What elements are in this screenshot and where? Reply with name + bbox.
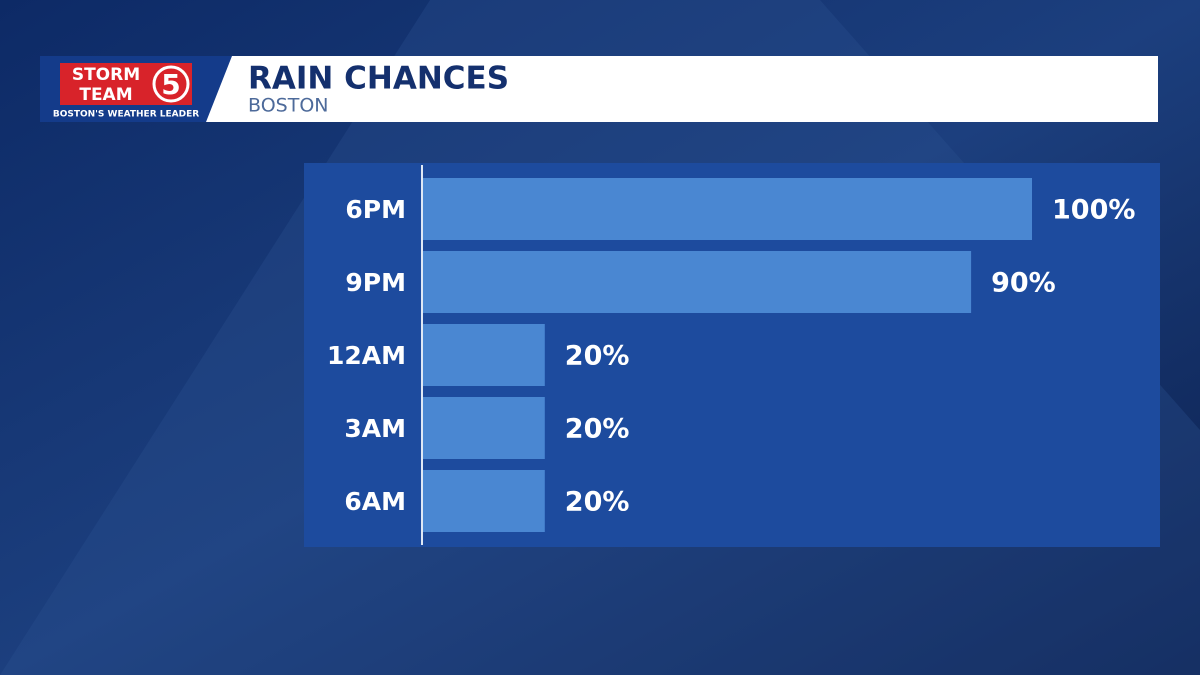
chart-title: RAIN CHANCES — [248, 61, 509, 97]
category-label: 9PM — [345, 268, 406, 297]
plot: 6PM 100% 9PM 90% 12AM 20% 3AM 20% 6AM 20% — [327, 178, 1135, 532]
value-label: 100% — [1052, 195, 1135, 226]
chart-subtitle: BOSTON — [248, 95, 329, 117]
value-label: 20% — [565, 487, 630, 518]
logo-line1: STORM — [72, 65, 140, 85]
logo-circle — [152, 65, 190, 103]
bar — [423, 251, 972, 313]
value-label: 90% — [991, 268, 1056, 299]
value-label: 20% — [565, 414, 630, 445]
logo-red — [60, 63, 192, 105]
category-label: 6PM — [345, 195, 406, 224]
bar — [423, 178, 1032, 240]
bar — [423, 470, 545, 532]
category-label: 6AM — [344, 487, 406, 516]
logo-line2: TEAM — [79, 85, 132, 105]
bar — [423, 324, 545, 386]
logo-tagline: BOSTON'S WEATHER LEADER — [53, 110, 199, 120]
value-label: 20% — [565, 341, 630, 372]
category-label: 3AM — [344, 414, 406, 443]
bar — [423, 397, 545, 459]
category-label: 12AM — [327, 341, 406, 370]
logo-number: 5 — [161, 68, 180, 101]
